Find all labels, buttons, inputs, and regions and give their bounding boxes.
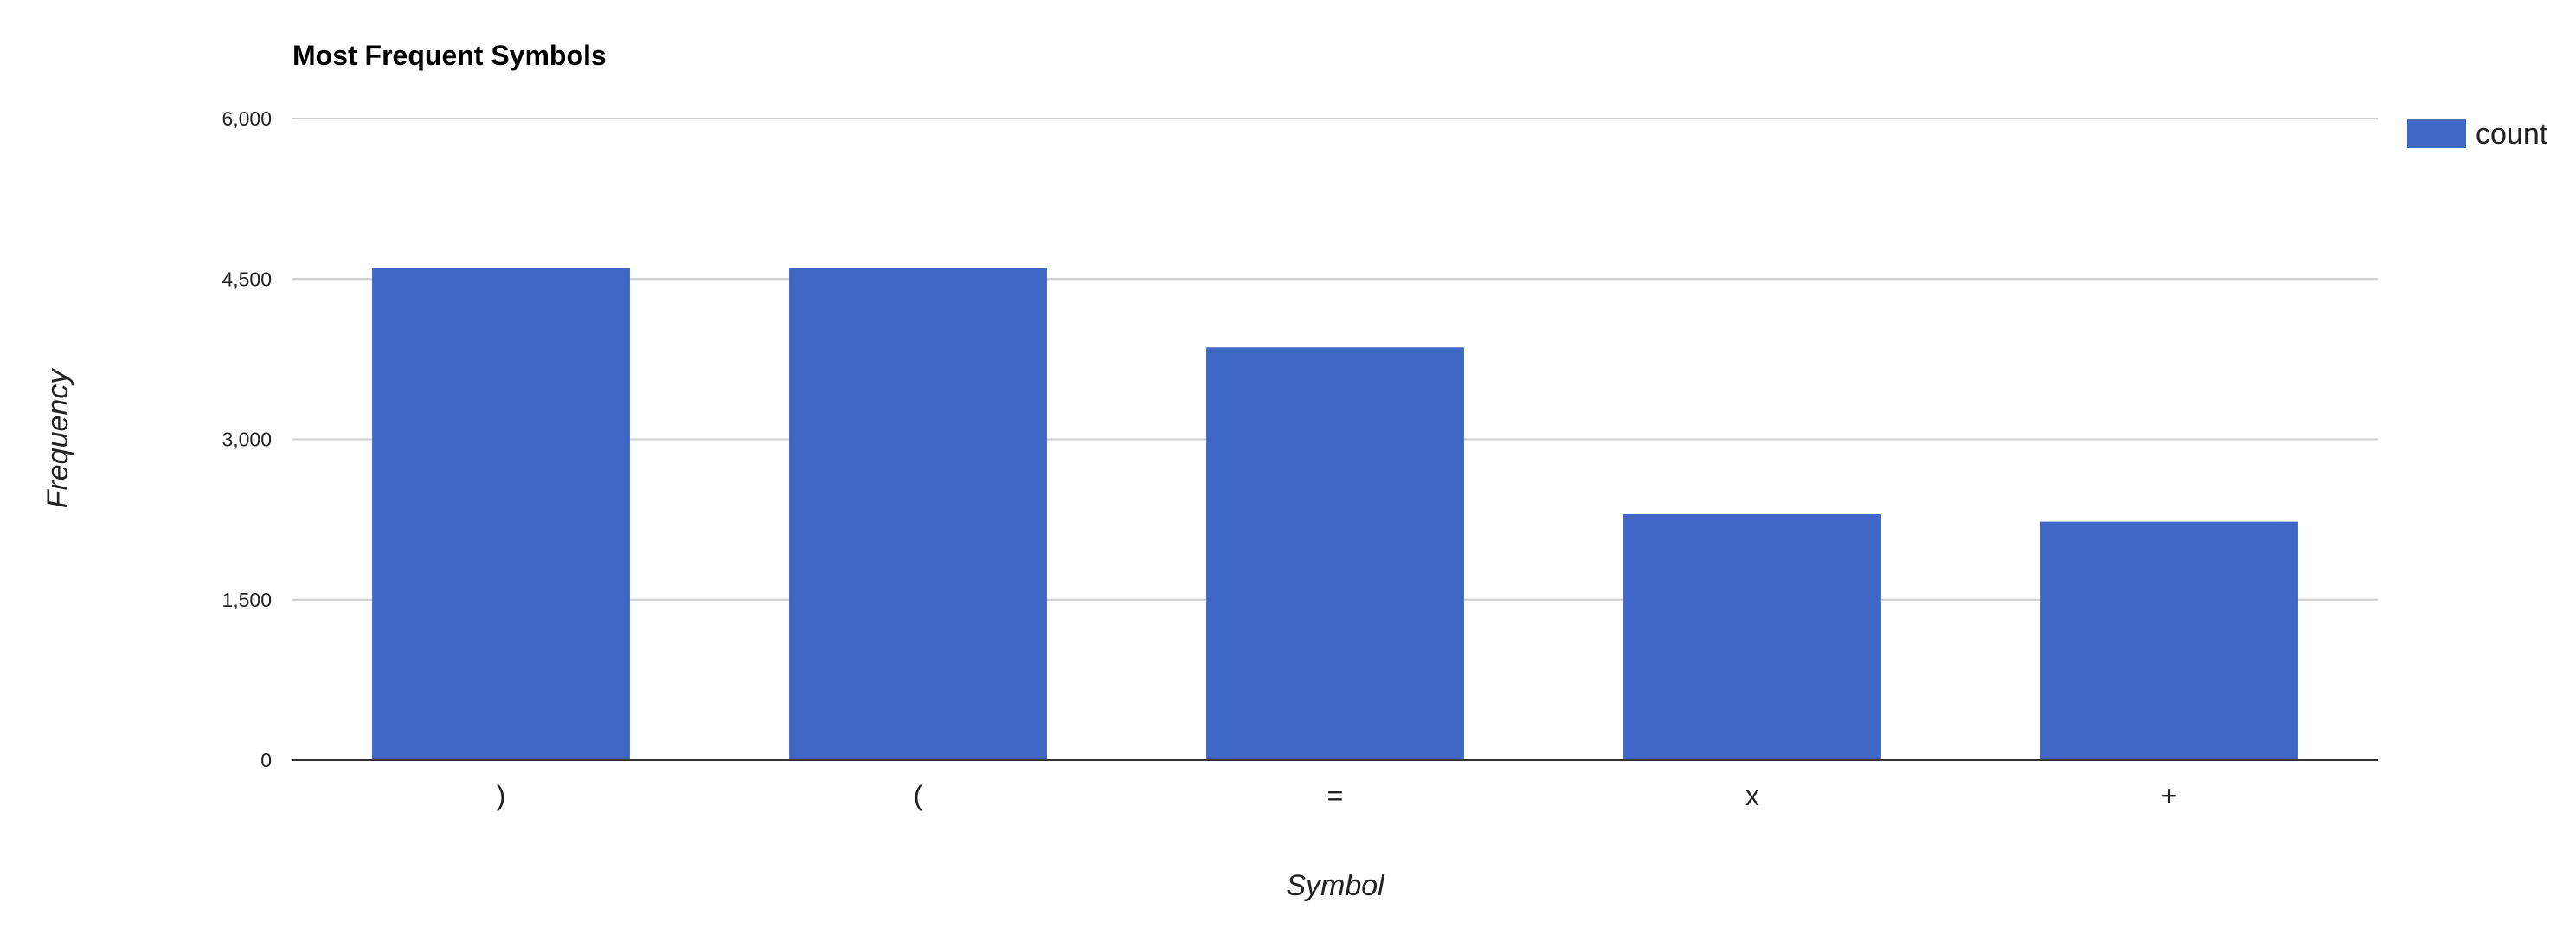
y-tick-label: 1,500	[222, 589, 272, 611]
x-axis-ticks: ) ( = x +	[497, 780, 2178, 811]
bar	[2040, 521, 2298, 760]
y-tick-label: 4,500	[222, 268, 272, 290]
x-tick-label: )	[497, 780, 506, 811]
y-tick-label: 3,000	[222, 429, 272, 451]
legend: count	[2407, 118, 2548, 151]
x-tick-label: =	[1327, 780, 1344, 811]
y-axis-ticks: 0 1,500 3,000 4,500 6,000	[222, 107, 272, 771]
bar	[1206, 347, 1464, 760]
bars	[372, 268, 2298, 760]
chart-title: Most Frequent Symbols	[292, 40, 607, 71]
bar	[1623, 513, 1881, 760]
bar	[789, 268, 1047, 760]
x-tick-label: (	[914, 780, 923, 811]
y-tick-label: 6,000	[222, 107, 272, 130]
legend-label-count: count	[2476, 118, 2548, 151]
x-tick-label: x	[1745, 780, 1759, 811]
bar	[372, 268, 630, 760]
y-axis-label: Frequency	[42, 368, 74, 509]
y-tick-label: 0	[260, 749, 272, 771]
legend-swatch-count	[2407, 119, 2466, 148]
x-tick-label: +	[2162, 780, 2178, 811]
x-axis-label: Symbol	[1286, 869, 1385, 902]
